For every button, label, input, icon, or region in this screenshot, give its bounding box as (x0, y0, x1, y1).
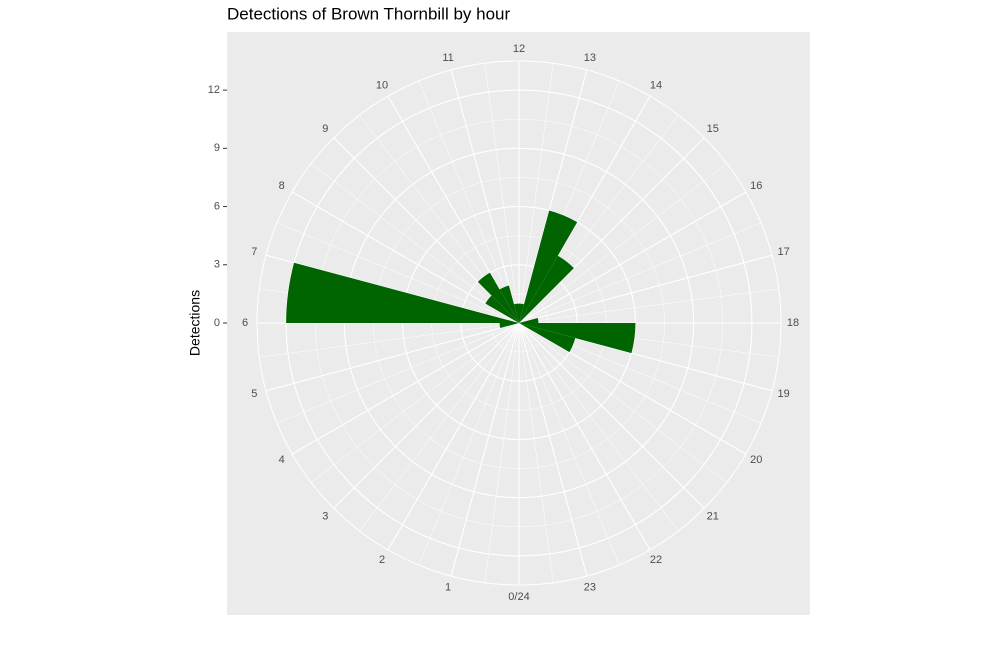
grid-spoke (265, 322, 520, 392)
grid-spoke (518, 137, 705, 324)
grid-spoke (518, 322, 651, 551)
bar (485, 295, 519, 323)
bar (286, 262, 519, 323)
bar (477, 272, 519, 323)
x-tick-label: 8 (279, 180, 285, 192)
minor-grid-spoke (518, 222, 762, 324)
grid-spoke (518, 322, 705, 509)
minor-grid-spoke (518, 322, 679, 532)
minor-grid-spoke (359, 322, 520, 532)
grid-spoke (333, 322, 520, 509)
chart-title: Detections of Brown Thornbill by hour (227, 4, 511, 23)
bar (519, 323, 636, 354)
y-tick-label: 6 (214, 200, 220, 212)
minor-grid-spoke (518, 63, 554, 324)
bar (499, 323, 519, 329)
x-tick-label: 2 (379, 554, 385, 566)
minor-grid-spoke (518, 163, 728, 324)
x-tick-label: 19 (778, 388, 790, 400)
bar (519, 323, 576, 353)
minor-grid-spoke (418, 80, 520, 324)
bar (519, 210, 578, 323)
x-tick-label: 23 (584, 582, 596, 594)
x-tick-label: 11 (442, 52, 453, 64)
x-tick-label: 6 (242, 317, 248, 329)
x-tick-label: 17 (778, 246, 790, 258)
minor-grid-spoke (310, 322, 520, 483)
x-tick-label: 13 (584, 52, 596, 64)
grid-spoke (291, 191, 520, 324)
minor-grid-spoke (310, 163, 520, 324)
bar (519, 317, 539, 323)
x-tick-label: 3 (322, 511, 328, 523)
grid-spoke (387, 322, 520, 551)
x-tick-label: 7 (251, 246, 257, 258)
minor-grid-spoke (518, 288, 779, 324)
grid-spoke (450, 69, 520, 324)
x-tick-label: 0/24 (508, 591, 529, 603)
y-tick-label: 3 (214, 259, 220, 271)
x-tick-label: 10 (376, 80, 388, 92)
x-tick-label: 9 (322, 123, 328, 135)
x-tick-label: 4 (279, 454, 285, 466)
y-tick-label: 0 (214, 317, 220, 329)
grid-spoke (291, 322, 520, 455)
minor-grid-spoke (518, 322, 620, 566)
bar (519, 255, 574, 323)
grid-spoke (518, 69, 588, 324)
y-tick-label: 9 (214, 142, 220, 154)
y-tick-label: 12 (208, 84, 220, 96)
grid-spoke (518, 254, 773, 324)
x-tick-label: 12 (513, 43, 525, 55)
bar (513, 303, 519, 323)
minor-grid-spoke (276, 322, 520, 424)
minor-grid-spoke (518, 322, 728, 483)
bar (499, 285, 519, 323)
grid-spoke (518, 322, 588, 577)
minor-grid-spoke (484, 322, 520, 583)
bar (519, 303, 525, 323)
x-tick-label: 18 (787, 317, 799, 329)
minor-grid-spoke (484, 63, 520, 324)
grid-spoke (450, 322, 520, 577)
x-tick-label: 15 (707, 123, 719, 135)
x-tick-label: 16 (750, 180, 762, 192)
x-tick-label: 20 (750, 454, 762, 466)
grid-spoke (518, 191, 747, 324)
minor-grid-spoke (418, 322, 520, 566)
x-tick-label: 1 (445, 582, 451, 594)
x-tick-label: 14 (650, 80, 662, 92)
y-axis-title: Detections (187, 290, 203, 356)
minor-grid-spoke (276, 222, 520, 324)
x-tick-label: 22 (650, 554, 662, 566)
minor-grid-spoke (259, 322, 520, 358)
x-tick-label: 5 (251, 388, 257, 400)
minor-grid-spoke (518, 322, 554, 583)
x-tick-label: 21 (707, 511, 719, 523)
